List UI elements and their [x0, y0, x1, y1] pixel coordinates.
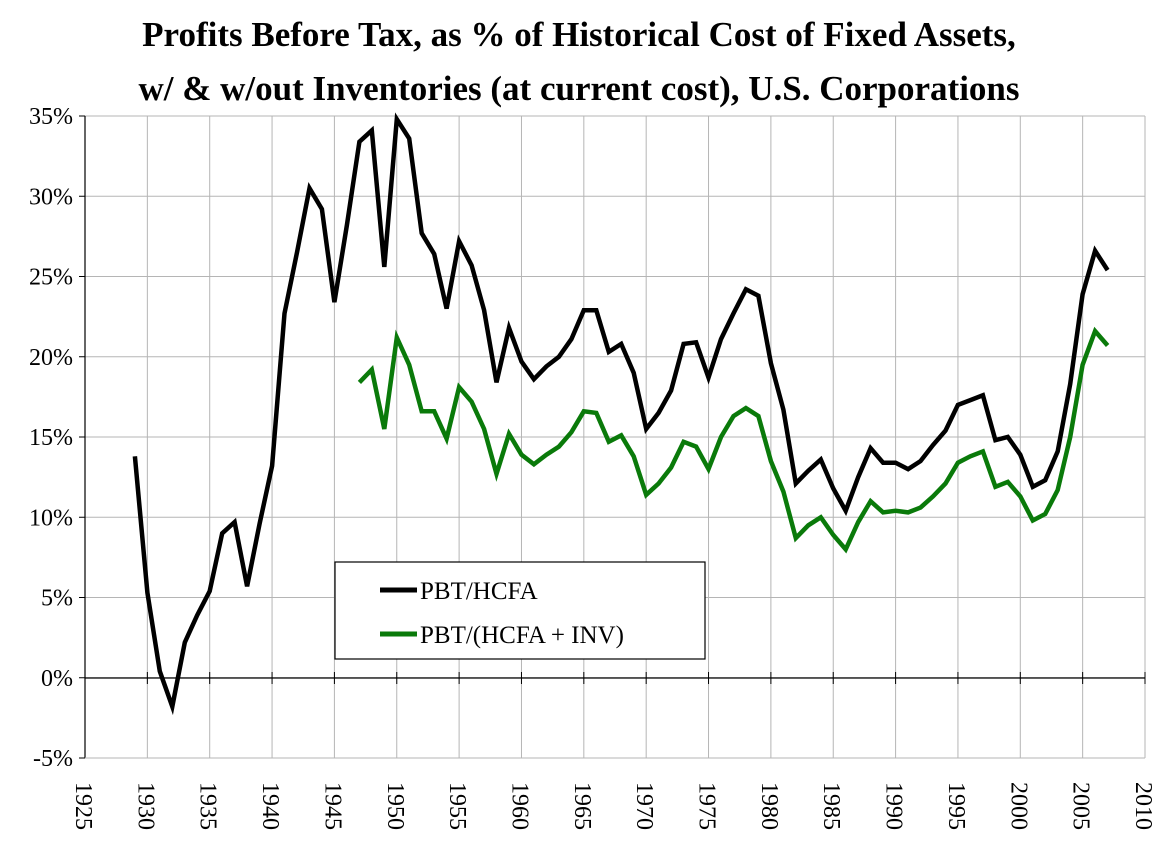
legend-label-pbt-hcfa: PBT/HCFA	[420, 578, 538, 605]
y-tick-label: 35%	[29, 104, 73, 130]
x-tick-label: 1975	[694, 782, 720, 830]
x-tick-label: 1995	[943, 782, 969, 830]
x-tick-label: 1935	[195, 782, 221, 830]
axes	[79, 115, 1146, 759]
x-tick-label: 1985	[818, 782, 844, 830]
y-tick-label: 20%	[29, 345, 73, 371]
x-tick-label: 1960	[506, 782, 532, 830]
x-tick-label: 1990	[881, 782, 907, 830]
x-tick-label: 1965	[569, 782, 595, 830]
x-tick-label: 1945	[319, 782, 345, 830]
x-tick-label: 2000	[1005, 782, 1031, 830]
y-tick-label: 30%	[29, 184, 73, 210]
y-tick-label: 15%	[29, 425, 73, 451]
y-tick-label: -5%	[33, 746, 73, 772]
y-tick-label: 10%	[29, 505, 73, 531]
x-tick-label: 1925	[70, 782, 96, 830]
y-tick-label: 0%	[41, 666, 73, 692]
series-lines	[132, 112, 1110, 716]
x-tick-label: 1955	[444, 782, 470, 830]
y-tick-label: 25%	[29, 265, 73, 291]
y-tick-label: 5%	[41, 586, 73, 612]
legend-label-pbt-hcfa-inv: PBT/(HCFA + INV)	[420, 622, 624, 649]
legend: PBT/HCFA PBT/(HCFA + INV)	[334, 561, 706, 660]
x-tick-label: 2010	[1130, 782, 1156, 830]
chart-subtitle: w/ & w/out Inventories (at current cost)…	[138, 69, 1020, 108]
x-tick-labels: 1925 1930 1935 1940 1945 1950 1955 1960 1965 1970…	[70, 782, 1156, 830]
x-tick-label: 1950	[382, 782, 408, 830]
legend-box	[334, 561, 706, 660]
chart-title: Profits Before Tax, as % of Historical C…	[142, 15, 1016, 54]
x-tick-label: 2005	[1068, 782, 1094, 830]
x-tick-label: 1940	[257, 782, 283, 830]
series-line-pbt-hcfa-inv	[357, 326, 1110, 554]
series-line-pbt-hcfa	[132, 112, 1110, 716]
x-tick-label: 1980	[756, 782, 782, 830]
y-tick-labels: -5% 0% 5% 10% 15% 20% 25% 30% 35%	[29, 104, 73, 772]
x-tick-label: 1970	[631, 782, 657, 830]
x-tick-label: 1930	[132, 782, 158, 830]
